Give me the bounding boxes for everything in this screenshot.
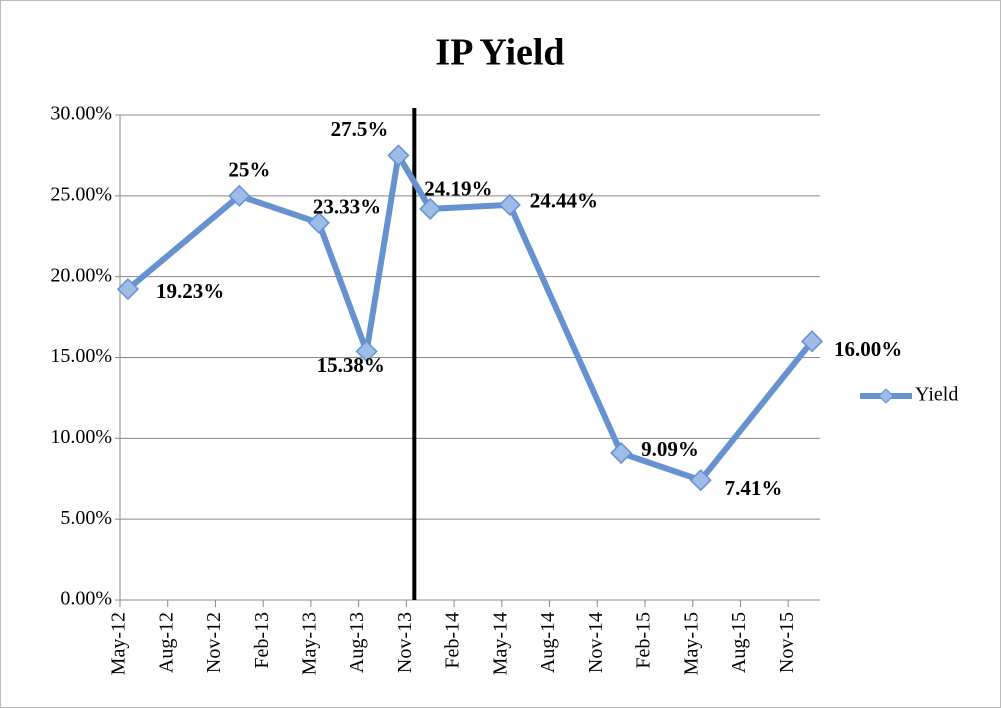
y-tick-label: 15.00% [50, 345, 112, 367]
data-label: 15.38% [317, 353, 385, 377]
x-tick-label: Feb-14 [442, 612, 464, 669]
x-tick-label: Feb-13 [251, 612, 273, 669]
data-point [116, 278, 140, 301]
data-line [126, 152, 815, 484]
y-tick-label: 25.00% [50, 183, 112, 205]
data-point [228, 184, 251, 207]
data-point [387, 144, 410, 167]
x-tick-label: May-15 [680, 612, 702, 675]
x-tick-label: Aug-14 [537, 612, 559, 673]
data-point [355, 340, 378, 363]
data-label: 9.09% [641, 437, 699, 461]
x-tick-label: Aug-15 [728, 612, 750, 673]
x-tick-label: Aug-13 [346, 612, 368, 673]
legend-marker [878, 388, 894, 404]
chart-title: IP Yield [435, 32, 564, 74]
data-label: 23.33% [313, 195, 381, 219]
data-label: 16.00% [834, 337, 902, 361]
data-point [800, 330, 824, 353]
x-tick-label: Nov-14 [585, 612, 607, 673]
legend-label: Yield [915, 384, 958, 406]
x-tick-label: Aug-12 [155, 612, 177, 673]
y-tick-label: 0.00% [60, 588, 112, 610]
x-tick-label: Nov-15 [776, 612, 798, 673]
x-tick-label: Feb-15 [633, 612, 655, 669]
data-point [307, 211, 330, 234]
x-tick-label: Nov-12 [203, 612, 225, 673]
data-point [498, 193, 521, 216]
x-tick-label: May-13 [299, 612, 321, 675]
data-label: 7.41% [725, 476, 783, 500]
x-tick-label: Nov-13 [394, 612, 416, 673]
y-tick-label: 10.00% [50, 426, 112, 448]
data-label: 19.23% [156, 279, 224, 303]
x-tick-label: May-12 [108, 612, 130, 675]
y-tick-label: 20.00% [50, 264, 112, 286]
data-point [610, 441, 633, 465]
x-tick-label: May-14 [489, 612, 511, 675]
data-label: 25% [228, 158, 270, 182]
y-tick-label: 30.00% [50, 103, 112, 125]
data-point [419, 197, 442, 220]
data-point [689, 469, 712, 492]
data-label: 27.5% [331, 117, 389, 141]
data-label: 24.19% [424, 177, 492, 201]
data-label: 24.44% [530, 189, 598, 213]
y-tick-label: 5.00% [60, 507, 112, 529]
